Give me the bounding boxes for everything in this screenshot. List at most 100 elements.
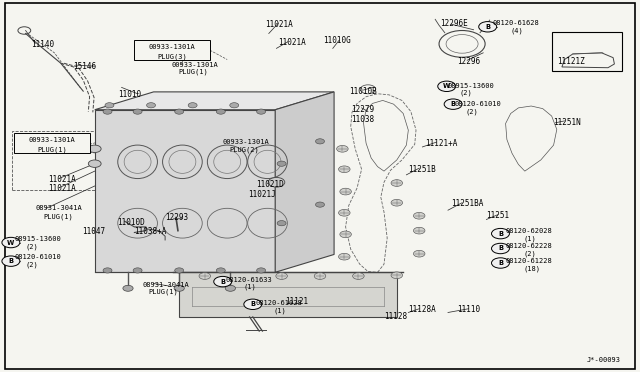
- Circle shape: [268, 177, 285, 187]
- Text: (2): (2): [26, 262, 38, 268]
- Text: (2): (2): [26, 243, 38, 250]
- Text: 11128: 11128: [384, 312, 407, 321]
- Text: 11010B: 11010B: [349, 87, 376, 96]
- Circle shape: [339, 166, 350, 173]
- Text: B: B: [220, 279, 225, 285]
- Text: (1): (1): [274, 307, 287, 314]
- Text: 11038: 11038: [351, 115, 374, 124]
- Text: (2): (2): [460, 90, 472, 96]
- Circle shape: [257, 109, 266, 114]
- Circle shape: [413, 250, 425, 257]
- Circle shape: [438, 81, 456, 92]
- Bar: [552, 32, 622, 71]
- Circle shape: [276, 273, 287, 279]
- Text: PLUG(1): PLUG(1): [44, 213, 73, 220]
- Text: 15146: 15146: [74, 62, 97, 71]
- Text: W: W: [443, 83, 451, 89]
- Circle shape: [492, 258, 509, 268]
- Circle shape: [175, 268, 184, 273]
- Circle shape: [88, 145, 101, 153]
- Circle shape: [103, 109, 112, 114]
- Circle shape: [214, 276, 232, 287]
- Text: 08120-61010: 08120-61010: [454, 101, 501, 107]
- Text: 08120-62228: 08120-62228: [506, 243, 552, 249]
- Text: 12296E: 12296E: [440, 19, 468, 28]
- Circle shape: [188, 103, 197, 108]
- Text: 11010D: 11010D: [117, 218, 145, 227]
- Text: 11021J: 11021J: [248, 190, 276, 199]
- Text: 11010G: 11010G: [323, 36, 351, 45]
- Bar: [14, 133, 90, 153]
- Circle shape: [133, 109, 142, 114]
- Text: 08931-3041A: 08931-3041A: [35, 205, 82, 211]
- Circle shape: [175, 109, 184, 114]
- Text: 08120-61028: 08120-61028: [256, 300, 303, 306]
- Text: PLUG(2): PLUG(2): [229, 146, 259, 153]
- Text: 11121Z: 11121Z: [557, 57, 584, 66]
- Text: (2): (2): [466, 108, 479, 115]
- Circle shape: [391, 272, 403, 279]
- Circle shape: [340, 231, 351, 238]
- Text: B: B: [498, 231, 503, 237]
- Text: B: B: [485, 24, 490, 30]
- Text: 00933-1301A: 00933-1301A: [223, 139, 269, 145]
- Circle shape: [174, 285, 184, 291]
- Text: 11021A: 11021A: [266, 20, 293, 29]
- Circle shape: [277, 161, 286, 166]
- Text: 11038+A: 11038+A: [134, 227, 167, 236]
- Text: B: B: [451, 101, 456, 107]
- Circle shape: [2, 237, 20, 248]
- Text: 11047: 11047: [82, 227, 105, 236]
- Text: (2): (2): [524, 250, 536, 257]
- Text: 11251BA: 11251BA: [451, 199, 484, 208]
- Text: 11110: 11110: [458, 305, 481, 314]
- Text: 08915-13600: 08915-13600: [14, 236, 61, 242]
- Circle shape: [316, 202, 324, 207]
- Text: 08931-3041A: 08931-3041A: [142, 282, 189, 288]
- Circle shape: [479, 22, 497, 32]
- Text: J*-00093: J*-00093: [587, 357, 621, 363]
- Text: PLUG(3): PLUG(3): [157, 53, 187, 60]
- Polygon shape: [275, 92, 334, 272]
- Circle shape: [216, 109, 225, 114]
- Text: W: W: [7, 240, 15, 246]
- Circle shape: [340, 188, 351, 195]
- Text: (4): (4): [511, 27, 524, 34]
- Polygon shape: [95, 110, 275, 272]
- Text: (1): (1): [524, 235, 536, 242]
- Circle shape: [257, 268, 266, 273]
- Circle shape: [444, 99, 462, 109]
- Text: 00933-1301A: 00933-1301A: [148, 44, 196, 50]
- Circle shape: [413, 212, 425, 219]
- Circle shape: [230, 103, 239, 108]
- Circle shape: [133, 268, 142, 273]
- Circle shape: [2, 256, 20, 266]
- Circle shape: [244, 299, 262, 310]
- Text: B: B: [498, 246, 503, 251]
- Text: 11140: 11140: [31, 40, 54, 49]
- Text: 08120-61633: 08120-61633: [226, 277, 273, 283]
- Text: 11010: 11010: [118, 90, 141, 99]
- Circle shape: [103, 268, 112, 273]
- Text: (1): (1): [243, 284, 256, 291]
- Circle shape: [391, 199, 403, 206]
- Bar: [12, 131, 96, 190]
- Text: 08120-61228: 08120-61228: [506, 258, 552, 264]
- Text: 11021D: 11021D: [256, 180, 284, 189]
- Text: 12279: 12279: [351, 105, 374, 114]
- Text: 11021A: 11021A: [278, 38, 306, 47]
- Circle shape: [353, 273, 364, 279]
- Text: 11121+A: 11121+A: [426, 139, 458, 148]
- Text: B: B: [250, 301, 255, 307]
- Polygon shape: [179, 272, 397, 317]
- Circle shape: [413, 227, 425, 234]
- Circle shape: [391, 180, 403, 186]
- Text: 08120-62028: 08120-62028: [506, 228, 552, 234]
- Circle shape: [492, 243, 509, 254]
- Circle shape: [147, 103, 156, 108]
- Text: 08120-61010: 08120-61010: [14, 254, 61, 260]
- Text: B: B: [498, 260, 503, 266]
- Circle shape: [277, 221, 286, 226]
- Circle shape: [339, 253, 350, 260]
- Text: 12296: 12296: [458, 57, 481, 66]
